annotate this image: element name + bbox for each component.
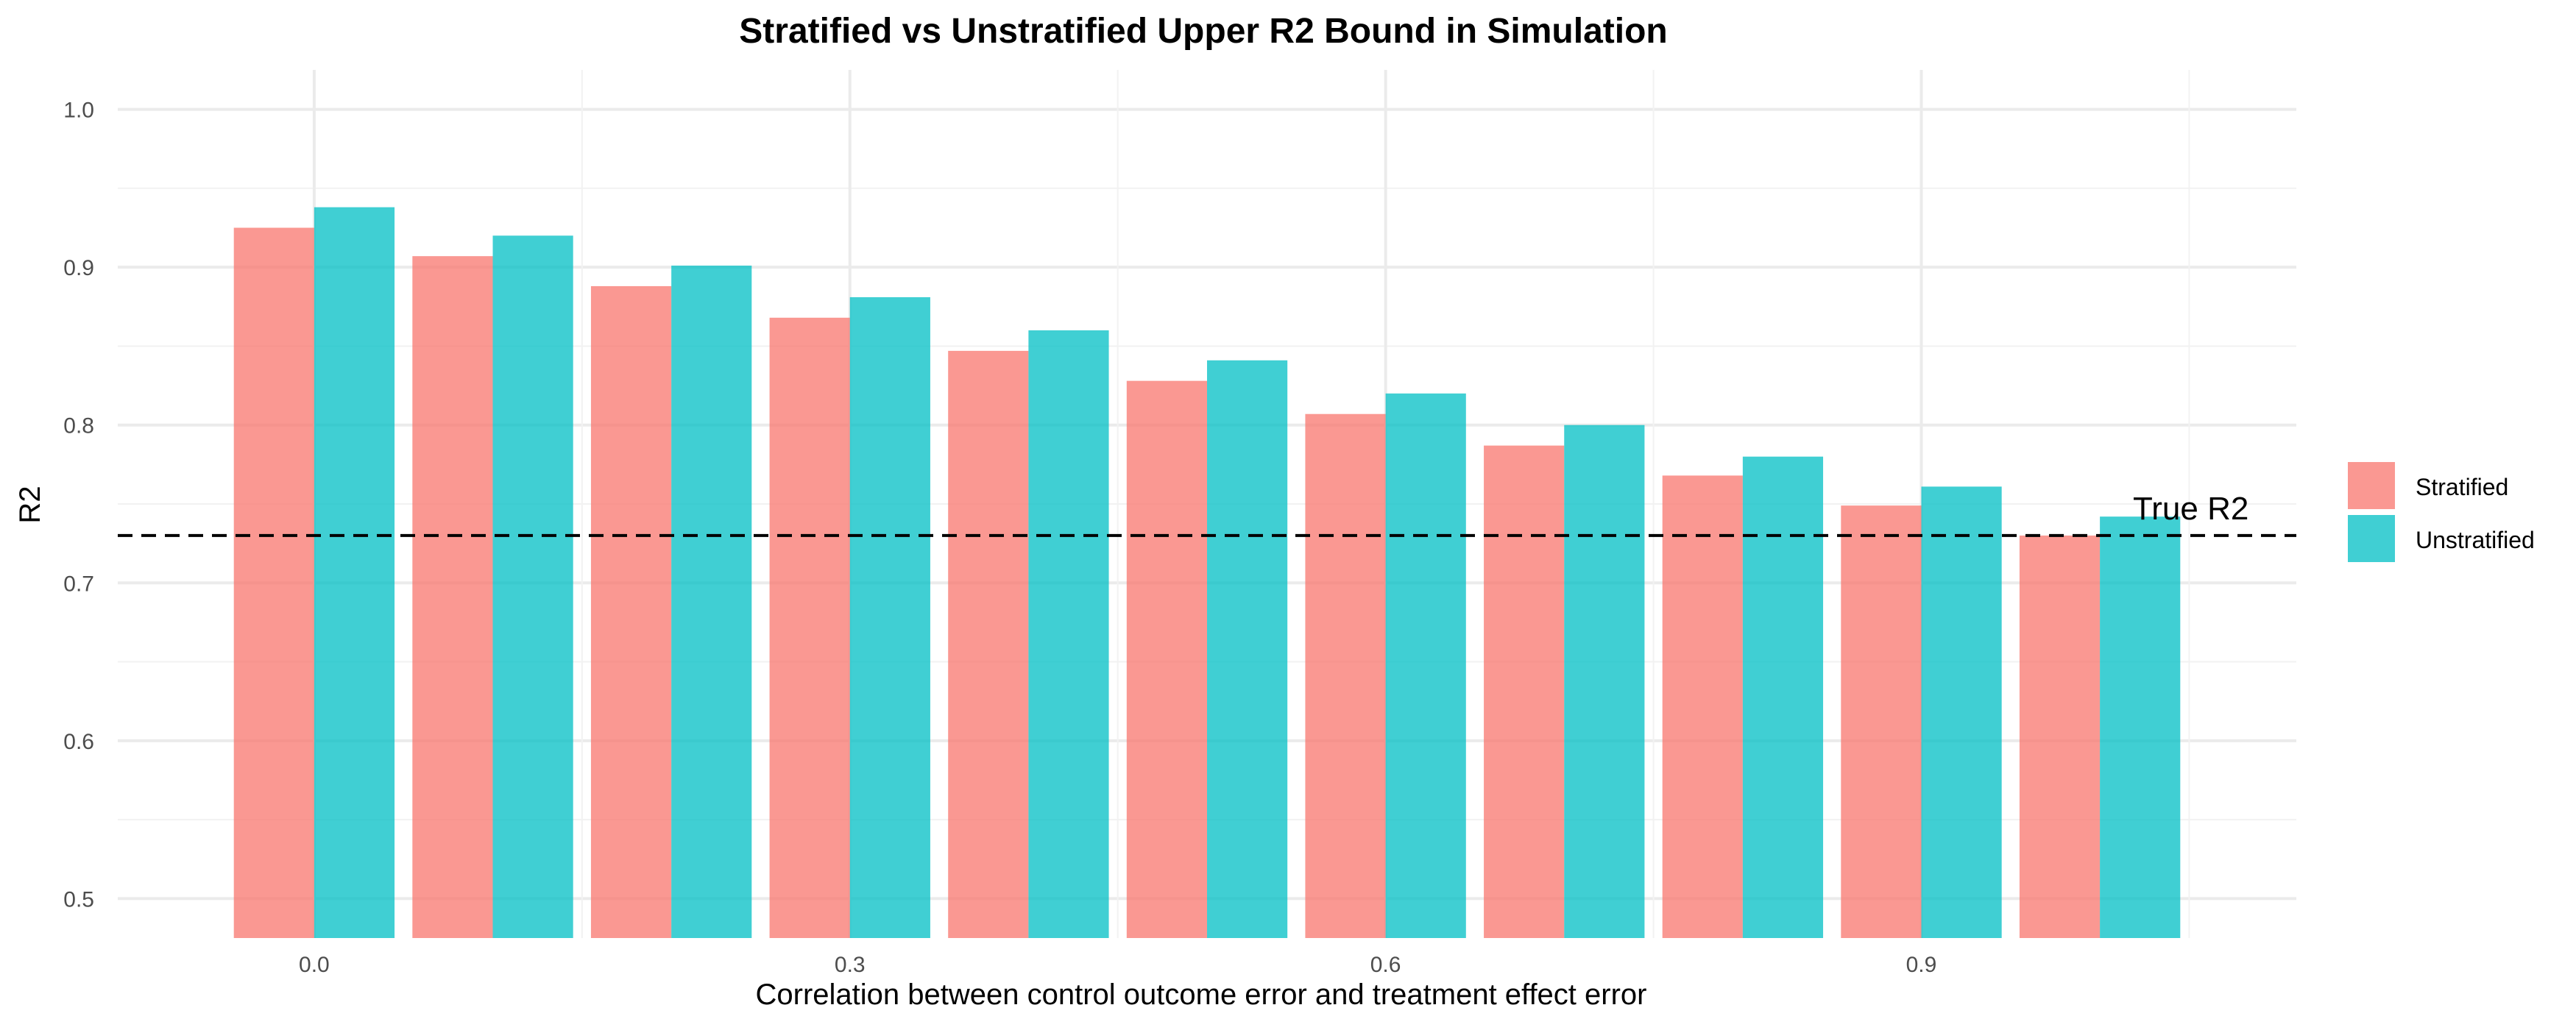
bar-unstratified <box>1385 393 1466 938</box>
bar-stratified <box>2019 535 2101 938</box>
bar-stratified <box>1662 475 1743 938</box>
bars-layer <box>233 207 2181 939</box>
legend-key-unstratified <box>2348 515 2395 562</box>
y-tick-label: 0.9 <box>63 256 94 280</box>
bar-stratified <box>1484 445 1565 938</box>
bar-unstratified <box>671 266 752 938</box>
legend: Stratified Unstratified <box>2348 462 2535 562</box>
bar-unstratified <box>1564 425 1645 938</box>
reference-layer: True R2 <box>118 491 2296 537</box>
bar-stratified <box>1305 413 1386 938</box>
y-tick-label: 0.5 <box>63 887 94 912</box>
bar-stratified <box>769 317 850 938</box>
reference-line-label: True R2 <box>2133 491 2248 527</box>
x-tick-label: 0.0 <box>299 953 330 977</box>
x-tick-label: 0.9 <box>1906 953 1937 977</box>
x-tick-label: 0.6 <box>1370 953 1401 977</box>
bar-unstratified <box>492 235 573 939</box>
x-axis-label: Correlation between control outcome erro… <box>756 979 1647 1011</box>
x-tick-label: 0.3 <box>835 953 866 977</box>
bar-stratified <box>412 256 493 938</box>
bar-unstratified <box>1207 360 1288 938</box>
bar-unstratified <box>314 207 395 938</box>
bar-stratified <box>233 227 314 939</box>
y-tick-label: 1.0 <box>63 99 94 123</box>
legend-key-stratified <box>2348 462 2395 509</box>
bar-unstratified <box>1742 456 1824 938</box>
legend-label-unstratified: Unstratified <box>2416 527 2535 553</box>
y-tick-label: 0.6 <box>63 730 94 754</box>
y-tick-label: 0.8 <box>63 414 94 438</box>
bar-unstratified <box>2100 516 2181 938</box>
bar-unstratified <box>1028 330 1109 938</box>
bar-stratified <box>590 285 672 939</box>
y-tick-label: 0.7 <box>63 572 94 596</box>
bar-stratified <box>948 350 1029 939</box>
bar-stratified <box>1126 380 1207 938</box>
bar-unstratified <box>849 296 930 939</box>
axis-layer: 0.5 0.6 0.7 0.8 0.9 1.0 0.0 0.3 0.6 0.9 <box>63 99 1936 977</box>
bar-unstratified <box>1921 486 2002 938</box>
legend-label-stratified: Stratified <box>2416 474 2508 500</box>
chart-title: Stratified vs Unstratified Upper R2 Boun… <box>739 12 1667 51</box>
y-axis-label: R2 <box>14 486 46 523</box>
bar-stratified <box>1841 505 1922 938</box>
